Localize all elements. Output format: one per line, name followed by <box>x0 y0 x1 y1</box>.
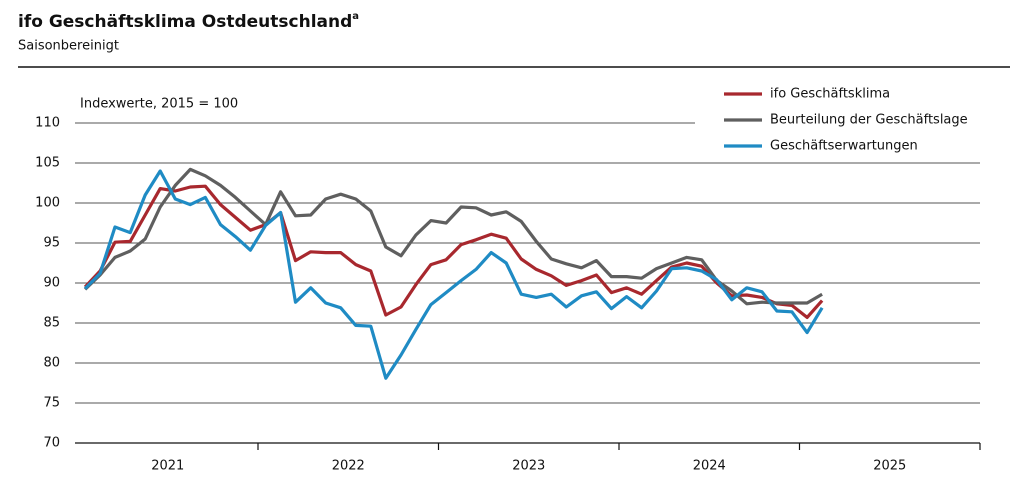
y-tick-label: 95 <box>43 236 60 251</box>
x-tick-label: 2021 <box>151 459 184 474</box>
legend-label: Beurteilung der Geschäftslage <box>770 113 968 128</box>
series-line <box>83 167 823 306</box>
chart-subtitle: Saisonbereinigt <box>18 39 119 54</box>
y-tick-label: 80 <box>43 356 60 371</box>
x-tick-label: 2023 <box>512 459 545 474</box>
y-tick-label: 75 <box>43 396 60 411</box>
legend-label: ifo Geschäftsklima <box>770 87 890 102</box>
x-tick-label: 2024 <box>693 459 726 474</box>
title-superscript: a <box>352 11 359 22</box>
y-tick-label: 90 <box>43 276 60 291</box>
y-tick-label: 100 <box>35 196 60 211</box>
x-tick-label: 2025 <box>873 459 906 474</box>
x-tick-label: 2022 <box>332 459 365 474</box>
legend-label: Geschäftserwartungen <box>770 139 918 154</box>
y-tick-label: 105 <box>35 156 60 171</box>
y-axis-label: Indexwerte, 2015 = 100 <box>80 97 238 112</box>
chart-title: ifo Geschäftsklima Ostdeutschlanda <box>18 11 359 32</box>
y-tick-label: 85 <box>43 316 60 331</box>
title-text: ifo Geschäftsklima Ostdeutschland <box>18 12 352 32</box>
y-tick-label: 70 <box>43 436 60 451</box>
y-tick-label: 110 <box>35 116 60 131</box>
series-line <box>83 184 824 319</box>
series-line <box>83 169 824 380</box>
